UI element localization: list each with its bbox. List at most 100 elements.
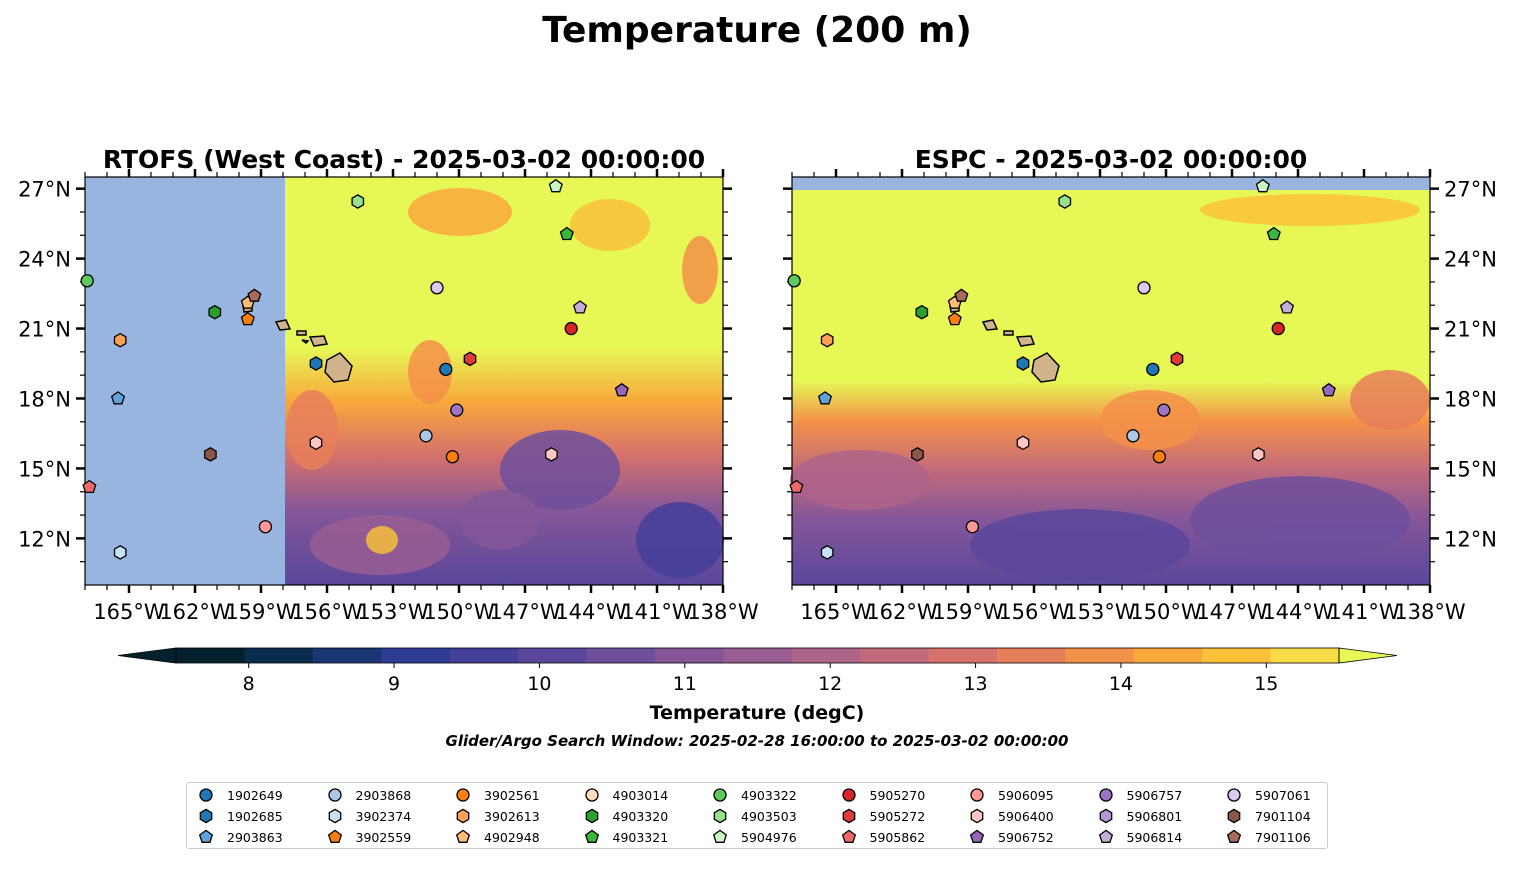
legend-marker-circle	[841, 788, 856, 802]
search-window-note: Glider/Argo Search Window: 2025-02-28 16…	[446, 732, 1069, 750]
y-tick-label: 24°N	[18, 248, 71, 272]
figure-title: Temperature (200 m)	[542, 10, 972, 51]
colorbar-tick-label: 12	[818, 673, 842, 695]
legend-symbol	[198, 829, 214, 843]
float-marker-3902561	[445, 450, 460, 464]
legend-label: 5906757	[1126, 787, 1183, 803]
legend-symbol	[456, 808, 470, 824]
legend: 1902649 1902685 2903863 2903868 3902374 39025…	[186, 782, 1328, 849]
legend-marker-circle	[713, 788, 727, 802]
legend-symbol	[842, 808, 855, 824]
x-tick-label: 141°W	[1328, 600, 1400, 624]
colorbar-segment	[996, 648, 1066, 663]
legend-symbol	[584, 788, 599, 802]
legend-label: 5906801	[1126, 808, 1183, 824]
float-marker-1902685	[309, 356, 323, 371]
map-frame	[791, 176, 1431, 586]
legend-marker-hexagon	[585, 808, 598, 824]
legend-label: 7901106	[1255, 829, 1311, 845]
x-tick-label: 144°W	[555, 600, 627, 624]
legend-marker-circle	[584, 788, 599, 802]
legend-label: 5906400	[998, 808, 1054, 824]
float-marker-4903321	[1266, 226, 1281, 241]
legend-symbol	[455, 829, 471, 843]
legend-item: 5905270	[841, 785, 925, 805]
legend-label: 4903322	[741, 787, 797, 803]
float-marker-5906095	[258, 520, 273, 534]
colorbar-segment	[244, 648, 314, 663]
float-marker-1902649	[1146, 362, 1160, 376]
legend-item: 4903320	[584, 806, 668, 826]
nodata-region	[85, 177, 285, 585]
legend-marker-circle	[970, 788, 984, 802]
y-tick-label: 15°N	[1444, 457, 1497, 481]
colorbar-extend-under	[117, 647, 177, 664]
legend-symbol	[1098, 829, 1113, 843]
float-marker-3902613	[113, 332, 127, 348]
float-marker-5905862	[82, 479, 97, 494]
colorbar-segment	[176, 648, 245, 663]
colorbar-tick-label: 10	[527, 673, 551, 695]
temperature-contours	[790, 194, 1430, 581]
float-marker-7901104	[911, 447, 924, 462]
legend-symbol	[713, 788, 727, 802]
legend-label: 5906095	[998, 787, 1054, 803]
legend-label: 5907061	[1255, 787, 1311, 803]
float-marker-3902374	[113, 545, 127, 560]
float-marker-2903863	[817, 391, 833, 405]
legend-item: 3902559	[327, 827, 411, 847]
float-marker-3902613	[820, 332, 834, 348]
x-tick-label: 147°W	[489, 600, 561, 624]
legend-item: 1902685	[198, 806, 283, 826]
legend-symbol	[1227, 788, 1241, 802]
float-marker-5905270	[564, 321, 578, 336]
colorbar-segment	[654, 648, 724, 663]
legend-marker-circle	[327, 788, 342, 802]
legend-marker-circle	[1227, 788, 1241, 802]
colorbar-segment	[449, 648, 519, 663]
legend-item: 5906752	[969, 827, 1054, 847]
legend-item: 4903322	[712, 785, 797, 805]
colorbar-segment	[791, 648, 861, 663]
legend-symbol	[1098, 788, 1113, 802]
colorbar-segment	[518, 648, 587, 663]
float-marker-4903321	[559, 226, 574, 241]
legend-symbol	[1227, 808, 1241, 824]
colorbar-segment	[860, 648, 930, 663]
legend-label: 5905272	[869, 808, 926, 824]
x-tick-label: 144°W	[1262, 600, 1334, 624]
y-tick-label: 27°N	[18, 178, 71, 202]
legend-symbol	[841, 788, 856, 802]
legend-item: 7901104	[1226, 806, 1311, 826]
colorbar-segment	[1065, 648, 1135, 663]
x-tick-label: 165°W	[93, 600, 165, 624]
legend-label: 5906752	[998, 829, 1054, 845]
float-marker-2903868	[1126, 429, 1140, 443]
colorbar-tick-label: 11	[673, 673, 697, 695]
x-tick-label: 165°W	[800, 600, 872, 624]
legend-symbol	[327, 788, 342, 802]
legend-item: 5906757	[1098, 785, 1183, 805]
float-marker-5906400	[1016, 435, 1030, 451]
colorbar: 8 9 10 11 12 13 14 15 Temperature (degC)	[117, 647, 1398, 724]
legend-marker-circle	[1098, 788, 1113, 802]
y-tick-label: 24°N	[1444, 248, 1497, 272]
legend-item: 5906400	[969, 806, 1054, 826]
x-tick-label: 141°W	[621, 600, 693, 624]
legend-symbol	[1226, 829, 1242, 843]
legend-item: 5906801	[1098, 806, 1183, 826]
colorbar-extend-over	[1338, 647, 1398, 664]
legend-label: 1902649	[227, 787, 283, 803]
float-marker-5906757	[450, 403, 464, 417]
float-marker-5906752	[614, 382, 629, 397]
legend-item: 4903503	[712, 806, 797, 826]
float-marker-5906752	[1321, 382, 1336, 397]
colorbar-tick-label: 8	[243, 673, 255, 695]
legend-marker-hexagon	[842, 808, 855, 824]
colorbar-tick-label: 13	[963, 673, 987, 695]
legend-item: 2903863	[198, 827, 283, 847]
legend-symbol	[456, 788, 470, 802]
legend-item: 4903014	[584, 785, 668, 805]
float-marker-4903503	[1058, 194, 1072, 209]
colorbar-frame	[175, 647, 1340, 664]
